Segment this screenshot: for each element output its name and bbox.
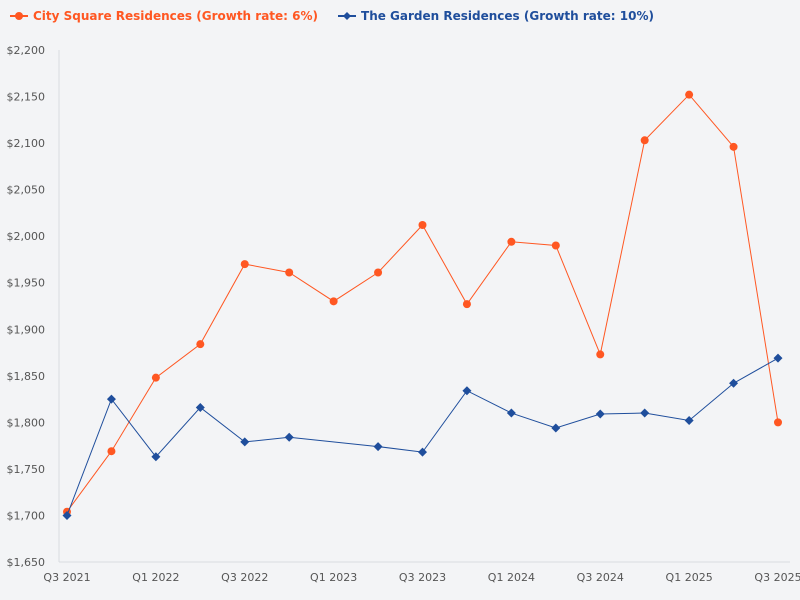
- data-point: [62, 510, 72, 520]
- data-point: [374, 268, 383, 277]
- data-point: [196, 340, 205, 349]
- data-point: [729, 378, 739, 388]
- x-tick-label: Q1 2025: [666, 571, 713, 584]
- data-point: [195, 402, 205, 412]
- data-point: [418, 447, 427, 457]
- y-tick-label: $1,850: [7, 370, 46, 383]
- data-point: [106, 394, 116, 404]
- legend-item-city-square[interactable]: City Square Residences (Growth rate: 6%): [10, 9, 318, 23]
- data-point: [596, 350, 605, 359]
- legend-item-garden[interactable]: The Garden Residences (Growth rate: 10%): [338, 9, 654, 23]
- x-tick-label: Q3 2021: [43, 571, 90, 584]
- data-point: [462, 300, 471, 309]
- y-tick-label: $2,000: [7, 230, 46, 243]
- y-tick-label: $1,650: [7, 556, 46, 569]
- x-tick-label: Q1 2023: [310, 571, 357, 584]
- x-tick-label: Q1 2024: [488, 571, 535, 584]
- data-point: [729, 142, 738, 151]
- circle-marker-icon: [10, 12, 28, 20]
- legend: City Square Residences (Growth rate: 6%)…: [10, 9, 654, 23]
- data-point: [240, 437, 250, 447]
- x-tick-label: Q3 2024: [577, 571, 624, 584]
- data-point: [640, 408, 650, 418]
- series-line-1: [66, 357, 779, 516]
- data-point: [595, 409, 605, 419]
- y-tick-label: $1,700: [7, 509, 46, 522]
- data-point: [151, 373, 160, 382]
- data-point: [640, 136, 649, 145]
- data-point: [462, 386, 472, 396]
- y-tick-label: $1,800: [7, 416, 46, 429]
- diamond-marker-icon: [338, 12, 357, 20]
- y-tick-label: $2,100: [7, 137, 46, 150]
- y-tick-label: $2,050: [7, 184, 46, 197]
- data-point: [107, 447, 116, 456]
- y-tick-label: $1,950: [7, 277, 46, 290]
- legend-label: The Garden Residences (Growth rate: 10%): [361, 9, 654, 23]
- data-point: [551, 423, 561, 433]
- x-tick-label: Q3 2023: [399, 571, 446, 584]
- y-tick-label: $2,150: [7, 91, 46, 104]
- legend-label: City Square Residences (Growth rate: 6%): [33, 9, 319, 23]
- data-point: [151, 452, 161, 462]
- x-tick-label: Q1 2022: [132, 571, 179, 584]
- y-tick-label: $2,200: [7, 44, 46, 57]
- data-point: [773, 353, 783, 363]
- data-point: [418, 221, 427, 230]
- data-point: [684, 416, 694, 426]
- data-point: [551, 241, 560, 250]
- data-point: [685, 90, 694, 99]
- y-tick-label: $1,900: [7, 323, 46, 336]
- x-tick-label: Q3 2022: [221, 571, 268, 584]
- x-tick-label: Q3 2025: [754, 571, 800, 584]
- data-point: [506, 408, 516, 418]
- data-point: [240, 260, 249, 269]
- y-tick-label: $1,750: [7, 463, 46, 476]
- data-point: [284, 432, 294, 442]
- data-point: [285, 268, 294, 277]
- data-point: [373, 442, 383, 452]
- data-point: [774, 418, 782, 427]
- data-point: [329, 297, 338, 306]
- data-point: [507, 237, 516, 246]
